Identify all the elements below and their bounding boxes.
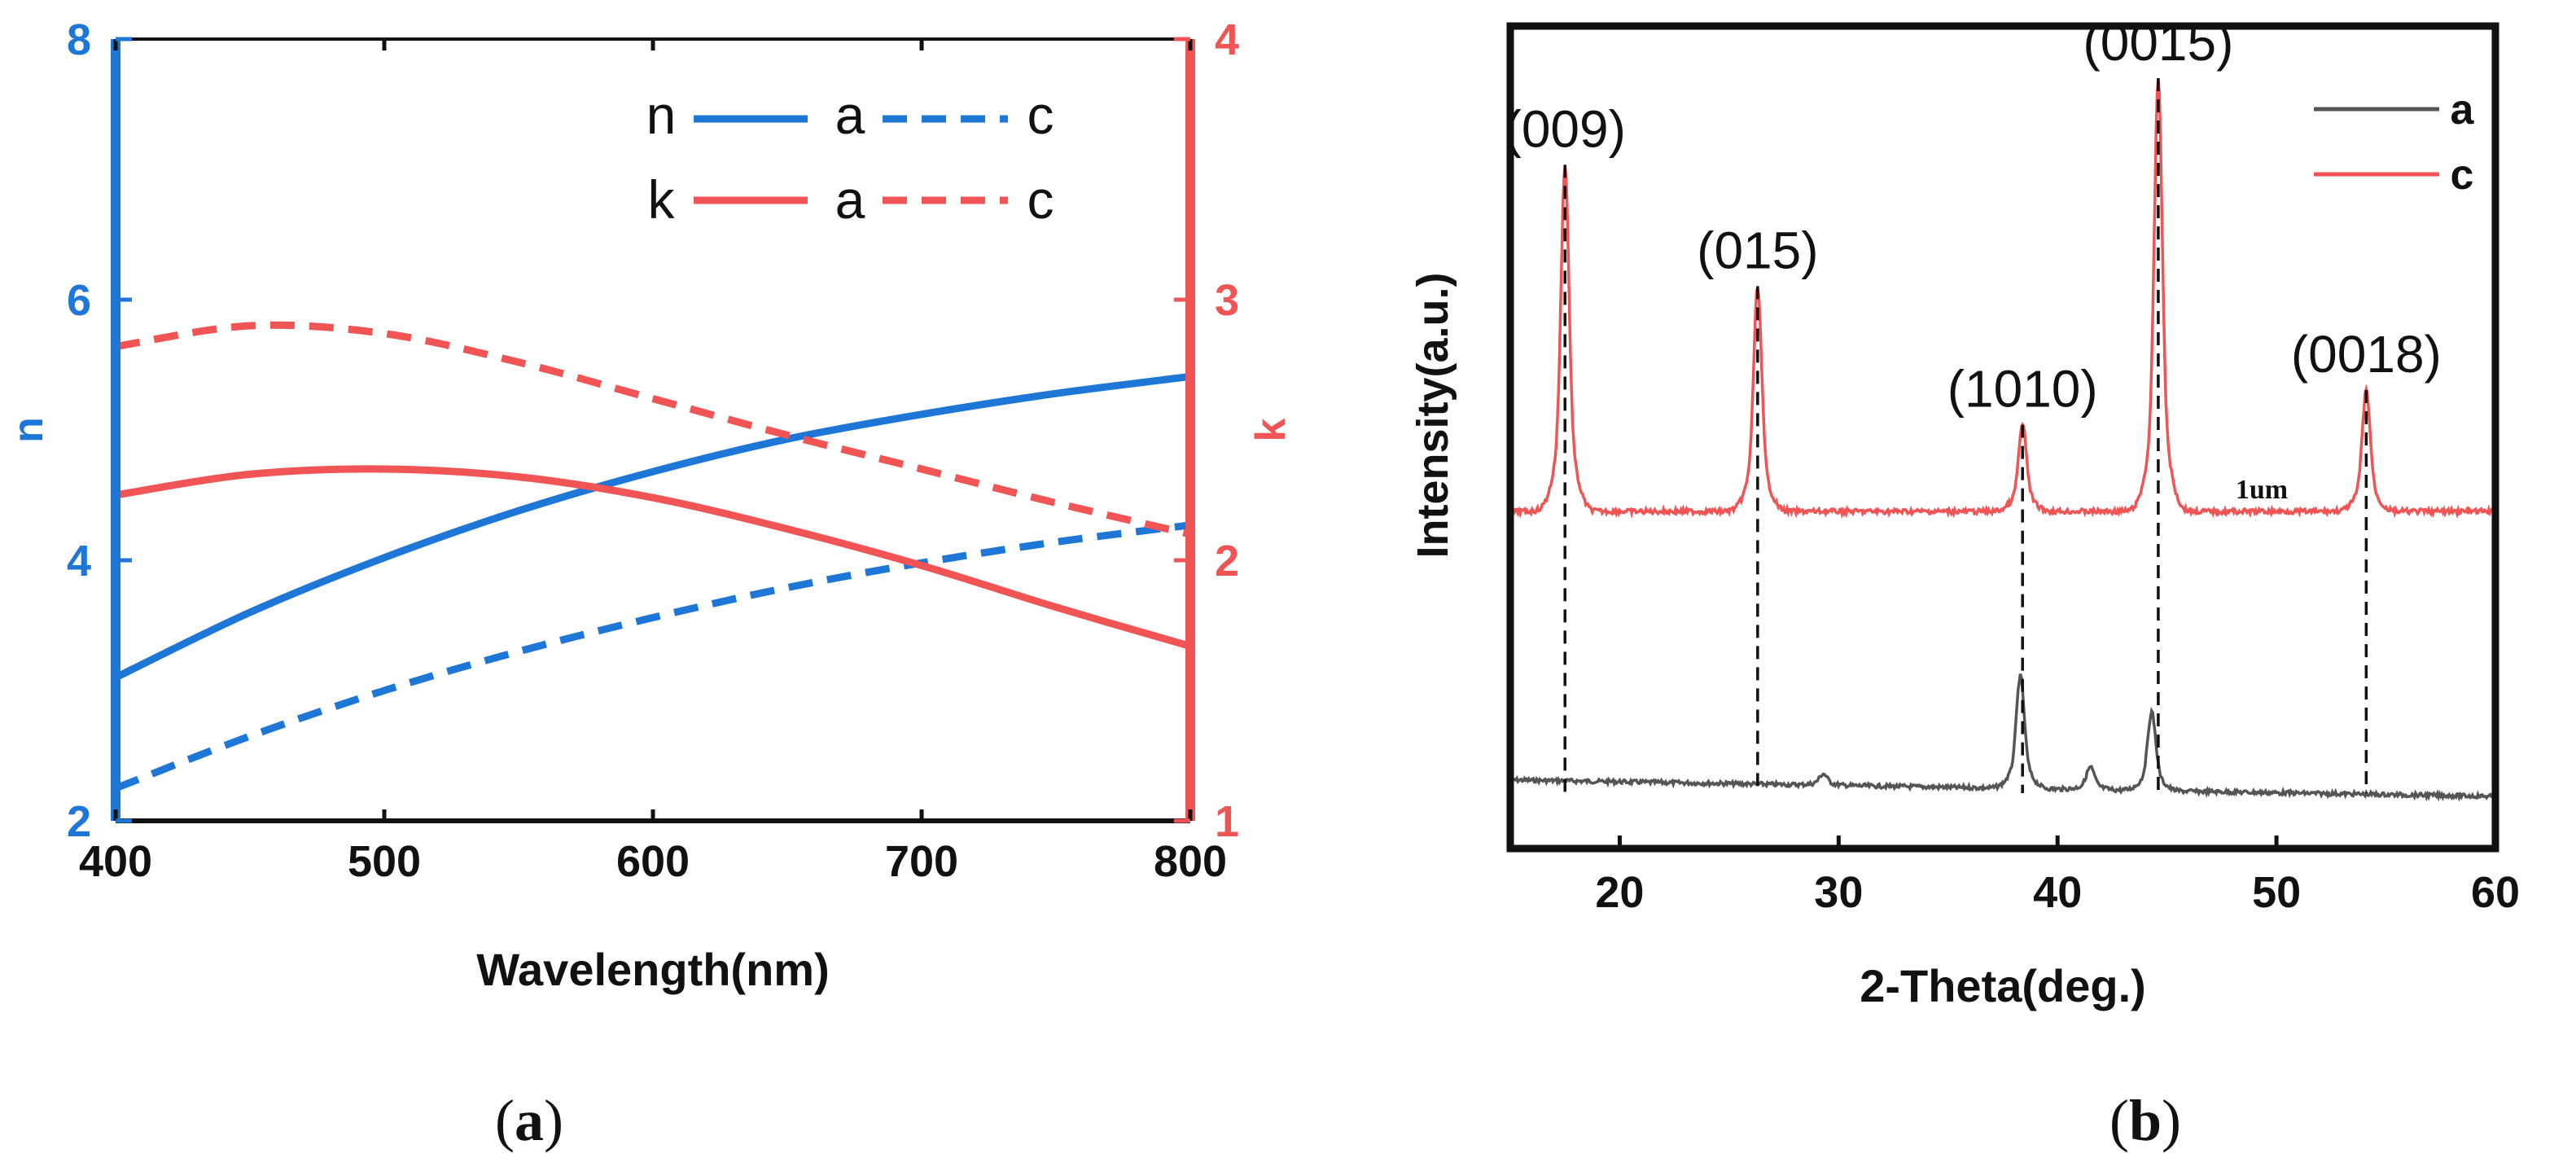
- chart-b-plot-area: [1510, 78, 2495, 802]
- legend-a-label: a: [2451, 86, 2475, 134]
- peak-label: (0018): [2291, 325, 2442, 384]
- x-axis-label: Wavelength(nm): [476, 944, 829, 995]
- series-line-n-c: [116, 521, 1190, 792]
- x-tick-label: 600: [616, 837, 690, 886]
- y-right-axis-label: k: [1247, 418, 1295, 441]
- x-tick-label-b: 60: [2471, 868, 2520, 917]
- panel-letter-b: b: [2129, 1088, 2162, 1153]
- series-line-n-a: [116, 372, 1190, 682]
- y-right-tick-label: 2: [1215, 537, 1239, 586]
- y-right-tick-label: 3: [1215, 276, 1239, 325]
- series-line-k-c: [116, 321, 1190, 538]
- chart-b: (009)(015)(1010)(0015)(0018) 20 30 40 50 60 …: [1408, 13, 2520, 1153]
- legend-n-label: n: [646, 85, 677, 145]
- legend-c-label: c: [2451, 151, 2474, 199]
- y-left-axis-ticks: 2 4 6 8: [67, 15, 132, 846]
- series-line-c: [1510, 78, 2495, 520]
- legend-k-label: k: [648, 169, 676, 230]
- x-tick-label-b: 40: [2033, 868, 2082, 917]
- x-axis-label-b: 2-Theta(deg.): [1860, 960, 2146, 1011]
- x-tick-label-b: 50: [2252, 868, 2301, 917]
- x-axis-ticks: 400 500 600 700 800: [79, 39, 1227, 886]
- chart-a-plot-area: [116, 321, 1190, 792]
- y-right-axis-ticks: 1 2 3 4: [1174, 15, 1239, 846]
- chart-a: 400 500 600 700 800 2 4 6 8 1 2 3 4 Wavelength(nm)…: [5, 15, 1295, 1153]
- series-line-a: [1510, 673, 2495, 802]
- y-left-axis-label: n: [5, 417, 52, 443]
- panel-label-b-text: (b): [2109, 1088, 2181, 1153]
- peak-guide-lines: [1563, 78, 2368, 793]
- scale-annotation: 1um: [2236, 475, 2288, 505]
- x-tick-label: 400: [79, 837, 152, 886]
- peak-label: (0015): [2083, 13, 2233, 72]
- legend-k-dashed-label: c: [1027, 169, 1054, 230]
- x-tick-label: 700: [885, 837, 958, 886]
- y-left-tick-label: 8: [67, 15, 91, 64]
- peak-label: (009): [1505, 99, 1626, 158]
- x-tick-label-b: 30: [1814, 868, 1863, 917]
- legend-n-dashed-label: c: [1027, 85, 1054, 145]
- peak-label: (1010): [1947, 360, 2098, 419]
- panel-label-a: (a): [495, 1088, 563, 1153]
- x-tick-label: 800: [1154, 837, 1227, 886]
- y-right-tick-label: 4: [1215, 15, 1239, 64]
- legend-b: a c: [2314, 86, 2475, 199]
- chart-b-frame: [1506, 22, 2499, 853]
- x-axis-ticks-b: 20 30 40 50 60: [1595, 835, 2520, 917]
- peak-label: (015): [1697, 221, 1818, 279]
- legend-a: n a c k a c: [646, 85, 1054, 230]
- x-tick-label-b: 20: [1595, 868, 1644, 917]
- peak-labels: (009) (015) (1010) (0015) (0018): [1505, 13, 2442, 419]
- panel-label-a-text: (a): [495, 1088, 563, 1153]
- legend-k-solid-label: a: [835, 169, 865, 230]
- y-left-tick-label: 4: [67, 537, 91, 586]
- y-axis-label-b: Intensity(a.u.): [1408, 272, 1457, 558]
- panel-label-b: (b): [2109, 1088, 2181, 1153]
- x-tick-label: 500: [348, 837, 421, 886]
- panel-letter-a: a: [515, 1088, 544, 1153]
- y-left-tick-label: 6: [67, 276, 91, 325]
- series-line-k-a: [116, 465, 1190, 650]
- y-left-tick-label: 2: [67, 797, 91, 846]
- y-right-tick-label: 1: [1215, 797, 1239, 846]
- legend-n-solid-label: a: [835, 85, 865, 145]
